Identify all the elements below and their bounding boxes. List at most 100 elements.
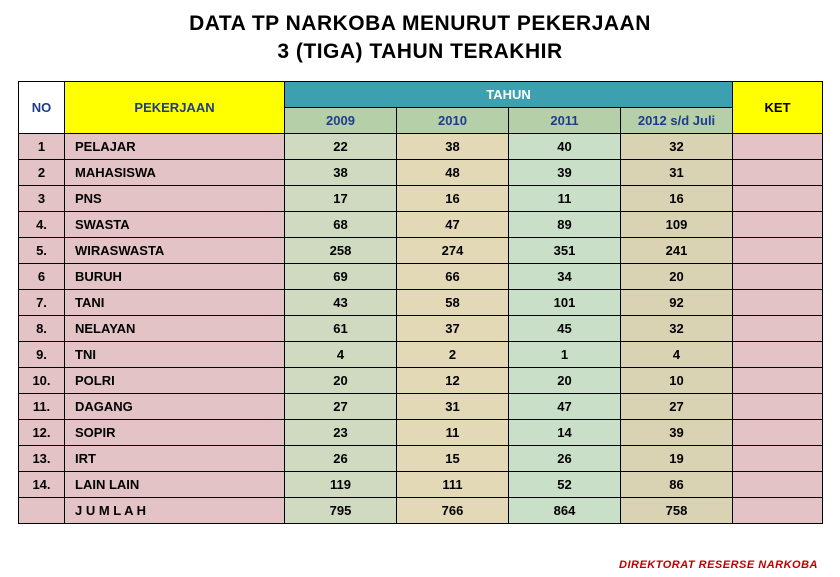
cell-value: 48 xyxy=(397,159,509,185)
cell-value: 15 xyxy=(397,445,509,471)
table-row: 3PNS17161116 xyxy=(19,185,823,211)
cell-value: 4 xyxy=(285,341,397,367)
cell-ket xyxy=(733,159,823,185)
cell-ket xyxy=(733,471,823,497)
table-row: J U M L A H795766864758 xyxy=(19,497,823,523)
cell-no: 13. xyxy=(19,445,65,471)
cell-value: 20 xyxy=(509,367,621,393)
cell-ket xyxy=(733,341,823,367)
cell-pekerjaan: LAIN LAIN xyxy=(65,471,285,497)
cell-no: 6 xyxy=(19,263,65,289)
cell-no: 7. xyxy=(19,289,65,315)
cell-value: 111 xyxy=(397,471,509,497)
cell-value: 38 xyxy=(397,133,509,159)
cell-no: 5. xyxy=(19,237,65,263)
cell-value: 351 xyxy=(509,237,621,263)
cell-value: 758 xyxy=(621,497,733,523)
cell-value: 101 xyxy=(509,289,621,315)
cell-value: 12 xyxy=(397,367,509,393)
cell-value: 45 xyxy=(509,315,621,341)
cell-pekerjaan: SWASTA xyxy=(65,211,285,237)
table-row: 13.IRT26152619 xyxy=(19,445,823,471)
header-year-2: 2011 xyxy=(509,107,621,133)
cell-pekerjaan: NELAYAN xyxy=(65,315,285,341)
cell-ket xyxy=(733,263,823,289)
cell-value: 39 xyxy=(621,419,733,445)
table-row: 4.SWASTA684789109 xyxy=(19,211,823,237)
cell-pekerjaan: POLRI xyxy=(65,367,285,393)
cell-value: 10 xyxy=(621,367,733,393)
header-pekerjaan: PEKERJAAN xyxy=(65,81,285,133)
cell-value: 37 xyxy=(397,315,509,341)
table-row: 10.POLRI20122010 xyxy=(19,367,823,393)
table-row: 6BURUH69663420 xyxy=(19,263,823,289)
cell-value: 22 xyxy=(285,133,397,159)
cell-value: 32 xyxy=(621,133,733,159)
cell-value: 864 xyxy=(509,497,621,523)
cell-no: 11. xyxy=(19,393,65,419)
cell-value: 39 xyxy=(509,159,621,185)
cell-value: 27 xyxy=(621,393,733,419)
cell-no: 2 xyxy=(19,159,65,185)
cell-value: 32 xyxy=(621,315,733,341)
cell-value: 4 xyxy=(621,341,733,367)
cell-value: 47 xyxy=(509,393,621,419)
cell-value: 58 xyxy=(397,289,509,315)
table-row: 1PELAJAR22384032 xyxy=(19,133,823,159)
table-row: 2MAHASISWA38483931 xyxy=(19,159,823,185)
cell-value: 92 xyxy=(621,289,733,315)
cell-no: 1 xyxy=(19,133,65,159)
cell-pekerjaan: DAGANG xyxy=(65,393,285,419)
cell-value: 61 xyxy=(285,315,397,341)
cell-no: 8. xyxy=(19,315,65,341)
cell-value: 23 xyxy=(285,419,397,445)
cell-no: 4. xyxy=(19,211,65,237)
cell-value: 20 xyxy=(285,367,397,393)
cell-value: 89 xyxy=(509,211,621,237)
cell-pekerjaan: MAHASISWA xyxy=(65,159,285,185)
cell-value: 17 xyxy=(285,185,397,211)
table-body: 1PELAJAR223840322MAHASISWA384839313PNS17… xyxy=(19,133,823,523)
cell-value: 47 xyxy=(397,211,509,237)
cell-value: 38 xyxy=(285,159,397,185)
cell-value: 109 xyxy=(621,211,733,237)
cell-value: 43 xyxy=(285,289,397,315)
cell-no: 3 xyxy=(19,185,65,211)
cell-value: 766 xyxy=(397,497,509,523)
cell-pekerjaan: J U M L A H xyxy=(65,497,285,523)
cell-value: 26 xyxy=(285,445,397,471)
table-row: 9.TNI4214 xyxy=(19,341,823,367)
header-year-3: 2012 s/d Juli xyxy=(621,107,733,133)
title-line-1: DATA TP NARKOBA MENURUT PEKERJAAN xyxy=(189,12,651,35)
cell-value: 31 xyxy=(621,159,733,185)
cell-value: 119 xyxy=(285,471,397,497)
cell-value: 1 xyxy=(509,341,621,367)
cell-value: 40 xyxy=(509,133,621,159)
cell-value: 14 xyxy=(509,419,621,445)
cell-ket xyxy=(733,497,823,523)
table-row: 5.WIRASWASTA258274351241 xyxy=(19,237,823,263)
cell-ket xyxy=(733,367,823,393)
cell-value: 16 xyxy=(397,185,509,211)
cell-value: 11 xyxy=(397,419,509,445)
cell-value: 68 xyxy=(285,211,397,237)
cell-value: 26 xyxy=(509,445,621,471)
cell-ket xyxy=(733,393,823,419)
data-table: NO PEKERJAAN TAHUN KET 2009 2010 2011 20… xyxy=(18,81,823,524)
cell-no xyxy=(19,497,65,523)
cell-ket xyxy=(733,315,823,341)
cell-pekerjaan: WIRASWASTA xyxy=(65,237,285,263)
cell-pekerjaan: PELAJAR xyxy=(65,133,285,159)
cell-no: 12. xyxy=(19,419,65,445)
cell-value: 69 xyxy=(285,263,397,289)
cell-value: 86 xyxy=(621,471,733,497)
header-ket: KET xyxy=(733,81,823,133)
cell-ket xyxy=(733,133,823,159)
cell-no: 14. xyxy=(19,471,65,497)
cell-ket xyxy=(733,445,823,471)
cell-value: 258 xyxy=(285,237,397,263)
cell-ket xyxy=(733,419,823,445)
cell-ket xyxy=(733,211,823,237)
header-year-0: 2009 xyxy=(285,107,397,133)
cell-value: 2 xyxy=(397,341,509,367)
